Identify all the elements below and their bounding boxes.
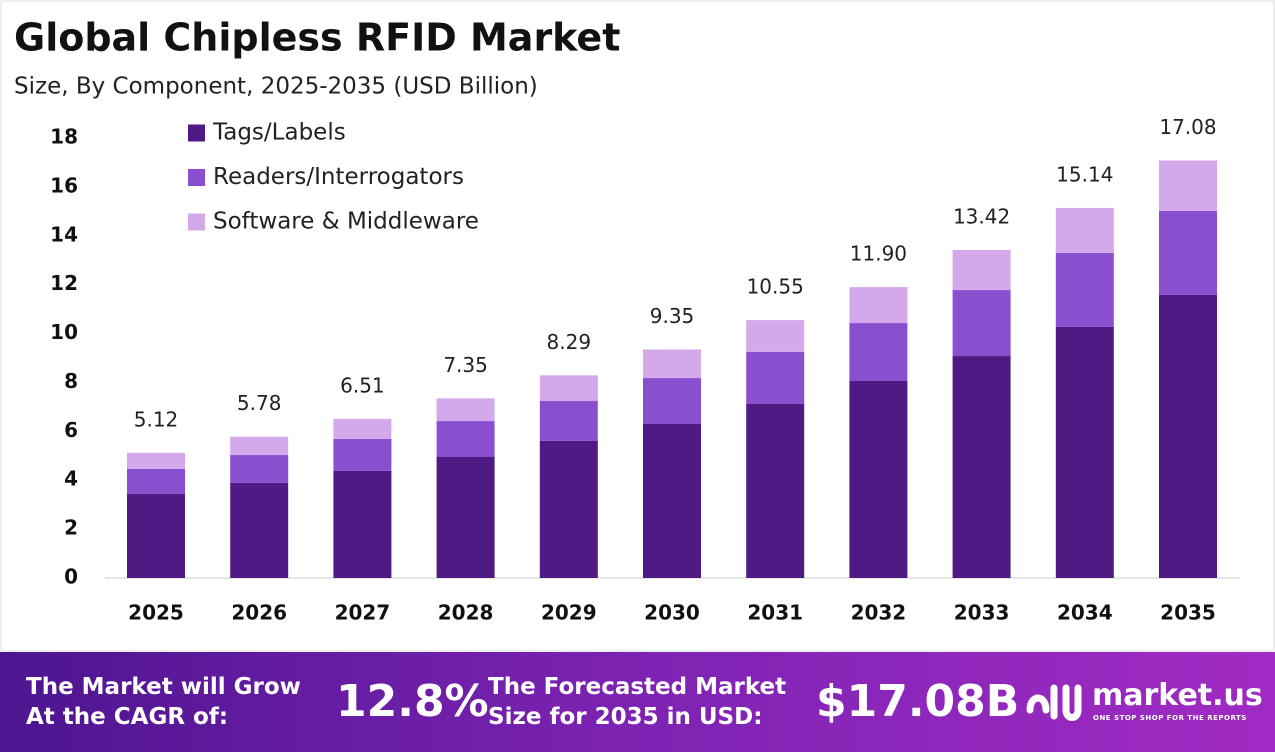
bar-segment (1159, 294, 1217, 578)
total-label: 5.78 (237, 391, 282, 415)
total-label: 8.29 (547, 330, 592, 354)
bar-segment (1055, 326, 1114, 578)
bar-segment (539, 401, 598, 441)
cagr-label: The Market will Grow (26, 674, 301, 700)
bar-segment (1159, 210, 1217, 295)
total-label: 7.35 (443, 353, 488, 377)
bar-segment (230, 455, 289, 483)
logo-icon (1026, 684, 1082, 721)
legend-swatch (188, 169, 205, 186)
x-tick-label: 2025 (128, 601, 184, 625)
x-tick-label: 2027 (335, 601, 391, 625)
y-tick-label: 4 (64, 467, 78, 491)
forecast-label: The Forecasted Market (488, 674, 787, 700)
bar-segment (230, 482, 289, 578)
bar-segment (436, 421, 495, 457)
bar-segment (436, 398, 495, 422)
legend-label: Tags/Labels (212, 120, 346, 146)
legend-swatch (188, 213, 205, 231)
total-label: 13.42 (953, 204, 1010, 228)
chart: Global Chipless RFID Market Size, By Com… (0, 0, 1275, 652)
frame (0, 0, 1275, 652)
bar-segment (746, 351, 805, 404)
chart-title: Global Chipless RFID Market (14, 16, 620, 60)
bar-segment (643, 378, 701, 424)
bar-segment (1055, 207, 1114, 253)
y-tick-label: 10 (50, 320, 78, 344)
x-tick-label: 2032 (851, 601, 907, 625)
bar-segment (333, 470, 392, 578)
bar-segment (746, 403, 805, 578)
logo-text: market.us (1092, 678, 1263, 713)
bar-segment (230, 436, 289, 456)
bar-segment (952, 356, 1011, 578)
y-tick-label: 18 (50, 125, 78, 149)
total-label: 9.35 (650, 304, 695, 328)
y-tick-label: 12 (50, 271, 78, 295)
x-tick-label: 2028 (438, 601, 494, 625)
x-tick-label: 2035 (1160, 601, 1216, 625)
forecast-value: $17.08B (816, 676, 1020, 727)
bar-segment (643, 424, 701, 578)
bar-segment (849, 380, 908, 578)
y-tick-label: 14 (50, 222, 78, 246)
total-label: 15.14 (1056, 162, 1113, 186)
legend-label: Software & Middleware (213, 209, 479, 235)
x-tick-label: 2031 (747, 601, 803, 625)
bar-segment (952, 290, 1011, 357)
bar-segment (436, 457, 495, 578)
y-tick-label: 8 (64, 369, 78, 393)
bar-segment (952, 249, 1011, 291)
total-label: 11.90 (850, 242, 907, 266)
x-tick-label: 2033 (954, 601, 1010, 625)
bar-segment (127, 452, 185, 469)
x-tick-label: 2029 (541, 601, 597, 625)
cagr-label: At the CAGR of: (26, 704, 229, 730)
total-label: 5.12 (134, 407, 179, 431)
legend-swatch (188, 124, 205, 142)
bar-segment (643, 349, 701, 379)
bar-segment (333, 418, 392, 439)
bar-segment (539, 375, 598, 402)
chart-subtitle: Size, By Component, 2025-2035 (USD Billi… (14, 74, 538, 100)
legend-label: Readers/Interrogators (213, 164, 464, 190)
y-tick-label: 2 (64, 516, 78, 540)
bar-segment (333, 438, 392, 471)
bar-segment (1055, 252, 1114, 327)
bar-segment (539, 440, 598, 578)
cagr-value: 12.8% (336, 676, 489, 727)
footer: The Market will Grow At the CAGR of: 12.… (0, 652, 1275, 752)
bar-segment (127, 493, 185, 578)
forecast-label: Size for 2035 in USD: (488, 704, 763, 730)
y-tick-label: 16 (50, 173, 78, 197)
bar-segment (849, 287, 908, 324)
x-tick-label: 2030 (644, 601, 700, 625)
x-tick-label: 2034 (1057, 601, 1113, 625)
x-tick-label: 2026 (231, 601, 287, 625)
bar-segment (127, 468, 185, 494)
bar-segment (1159, 160, 1217, 211)
total-label: 17.08 (1159, 115, 1216, 139)
y-tick-label: 0 (64, 565, 78, 589)
logo-tagline: ONE STOP SHOP FOR THE REPORTS (1093, 714, 1247, 722)
total-label: 6.51 (340, 373, 385, 397)
y-tick-label: 6 (64, 418, 78, 442)
total-label: 10.55 (747, 275, 804, 299)
bar-segment (849, 323, 908, 381)
bar-segment (746, 320, 805, 352)
